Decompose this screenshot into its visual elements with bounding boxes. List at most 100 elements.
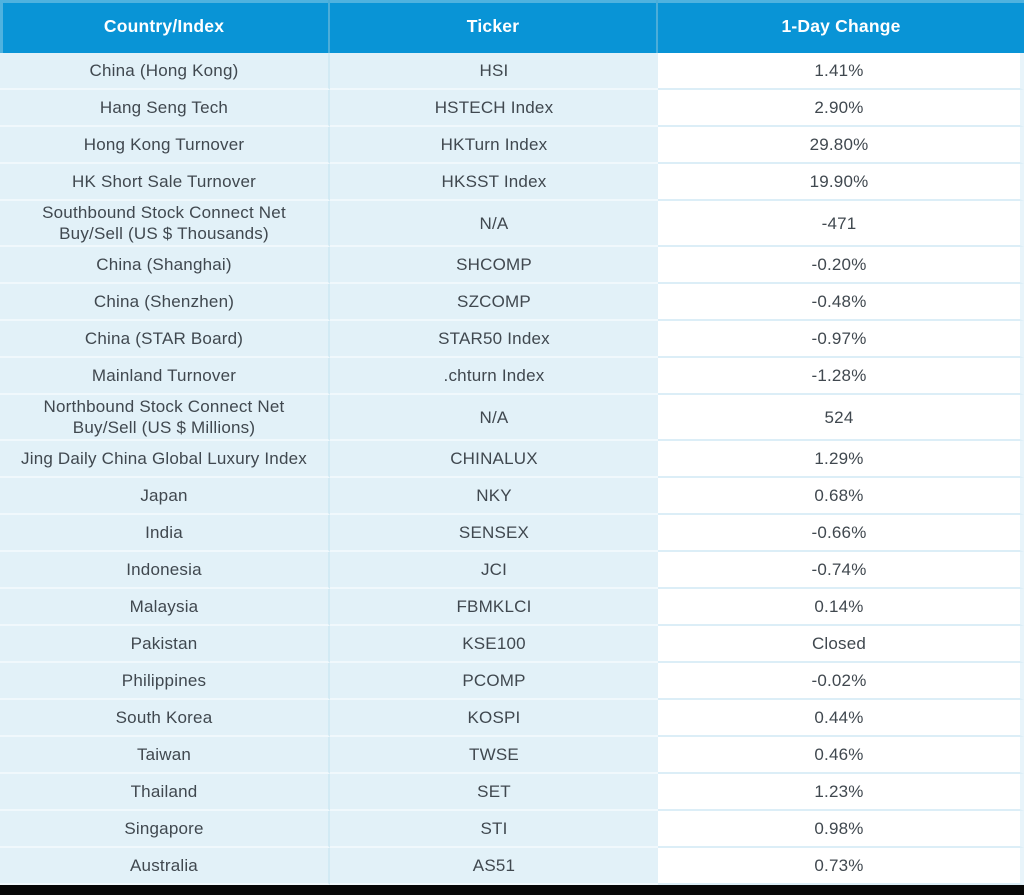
country-cell: Hong Kong Turnover bbox=[0, 127, 330, 164]
ticker-cell-text: HKTurn Index bbox=[440, 135, 548, 154]
country-cell-text: Jing Daily China Global Luxury Index bbox=[21, 449, 307, 468]
country-cell: Malaysia bbox=[0, 589, 330, 626]
country-cell-text: HK Short Sale Turnover bbox=[72, 172, 256, 191]
country-cell-text: Pakistan bbox=[130, 634, 198, 653]
table-row: China (Hong Kong) HSI 1.41% bbox=[0, 53, 1024, 90]
ticker-cell-text: PCOMP bbox=[462, 671, 526, 690]
country-cell: Thailand bbox=[0, 774, 330, 811]
ticker-cell-text: HSTECH Index bbox=[434, 98, 554, 117]
header-1-day-change: 1-Day Change bbox=[781, 16, 901, 36]
change-cell-text: 19.90% bbox=[809, 172, 869, 191]
ticker-cell-text: CHINALUX bbox=[450, 449, 538, 468]
change-cell-text: 29.80% bbox=[809, 135, 869, 154]
ticker-cell-text: SENSEX bbox=[458, 523, 530, 542]
change-cell: -0.48% bbox=[658, 284, 1024, 321]
ticker-cell-text: KSE100 bbox=[462, 634, 526, 653]
change-cell-text: 0.46% bbox=[814, 745, 864, 764]
change-cell-text: 1.41% bbox=[814, 61, 864, 80]
ticker-cell-text: SZCOMP bbox=[457, 292, 531, 311]
table-row: Thailand SET 1.23% bbox=[0, 774, 1024, 811]
change-cell: 0.68% bbox=[658, 478, 1024, 515]
table-row: India SENSEX -0.66% bbox=[0, 515, 1024, 552]
change-cell: -0.66% bbox=[658, 515, 1024, 552]
ticker-cell: HKSST Index bbox=[330, 164, 658, 201]
change-cell-text: 0.73% bbox=[814, 856, 864, 875]
country-cell-text: China (STAR Board) bbox=[84, 329, 244, 348]
ticker-cell: SHCOMP bbox=[330, 247, 658, 284]
ticker-cell: CHINALUX bbox=[330, 441, 658, 478]
ticker-cell: FBMKLCI bbox=[330, 589, 658, 626]
table-row: Jing Daily China Global Luxury Index CHIN… bbox=[0, 441, 1024, 478]
change-cell-text: -0.66% bbox=[811, 523, 867, 542]
country-cell: China (Hong Kong) bbox=[0, 53, 330, 90]
ticker-cell-text: STI bbox=[480, 819, 508, 838]
ticker-cell-text: N/A bbox=[479, 407, 509, 427]
ticker-cell: HSI bbox=[330, 53, 658, 90]
table-row: Singapore STI 0.98% bbox=[0, 811, 1024, 848]
change-cell: 0.98% bbox=[658, 811, 1024, 848]
change-cell: Closed bbox=[658, 626, 1024, 663]
change-cell: 1.29% bbox=[658, 441, 1024, 478]
change-cell-text: 0.44% bbox=[814, 708, 864, 727]
ticker-cell: STAR50 Index bbox=[330, 321, 658, 358]
change-cell-text: -0.02% bbox=[811, 671, 867, 690]
country-cell: Indonesia bbox=[0, 552, 330, 589]
country-cell: Taiwan bbox=[0, 737, 330, 774]
ticker-cell-text: TWSE bbox=[469, 745, 519, 764]
country-cell: Jing Daily China Global Luxury Index bbox=[0, 441, 330, 478]
change-cell-text: 1.29% bbox=[814, 449, 864, 468]
change-cell-text: -0.48% bbox=[811, 292, 867, 311]
country-cell: Northbound Stock Connect Net Buy/Sell (U… bbox=[0, 395, 330, 441]
change-cell-text: 524 bbox=[824, 407, 854, 427]
ticker-cell: PCOMP bbox=[330, 663, 658, 700]
country-cell: China (Shenzhen) bbox=[0, 284, 330, 321]
change-cell-text: -0.20% bbox=[811, 255, 867, 274]
ticker-cell: TWSE bbox=[330, 737, 658, 774]
ticker-cell-text: KOSPI bbox=[467, 708, 521, 727]
country-cell-text: China (Hong Kong) bbox=[89, 61, 239, 80]
country-cell: Australia bbox=[0, 848, 330, 885]
country-cell-text: Thailand bbox=[130, 782, 198, 801]
country-cell-text: Mainland Turnover bbox=[91, 366, 237, 385]
change-cell: 0.44% bbox=[658, 700, 1024, 737]
ticker-cell-text: AS51 bbox=[472, 856, 516, 875]
country-cell-text: Southbound Stock Connect Net Buy/Sell (U… bbox=[42, 203, 286, 243]
change-cell-text: 1.23% bbox=[814, 782, 864, 801]
country-cell-text: Japan bbox=[140, 486, 188, 505]
country-cell-text: Philippines bbox=[121, 671, 207, 690]
country-cell-text: Singapore bbox=[124, 819, 204, 838]
header-ticker: Ticker bbox=[330, 0, 658, 53]
country-cell-text: India bbox=[145, 523, 183, 542]
change-cell: 29.80% bbox=[658, 127, 1024, 164]
table-row: Philippines PCOMP -0.02% bbox=[0, 663, 1024, 700]
change-cell-text: Closed bbox=[811, 634, 867, 653]
country-cell: Southbound Stock Connect Net Buy/Sell (U… bbox=[0, 201, 330, 247]
country-cell-text: Indonesia bbox=[126, 560, 202, 579]
table-row: Malaysia FBMKLCI 0.14% bbox=[0, 589, 1024, 626]
country-cell-text: South Korea bbox=[115, 708, 213, 727]
ticker-cell: AS51 bbox=[330, 848, 658, 885]
country-cell-text: Northbound Stock Connect Net Buy/Sell (U… bbox=[43, 397, 285, 437]
country-cell-text: China (Shanghai) bbox=[96, 255, 232, 274]
table-header-row: Country/Index Ticker 1-Day Change bbox=[0, 0, 1024, 53]
ticker-cell: N/A bbox=[330, 395, 658, 441]
change-cell-text: -0.97% bbox=[811, 329, 867, 348]
table-row: Japan NKY 0.68% bbox=[0, 478, 1024, 515]
change-cell-text: 0.98% bbox=[814, 819, 864, 838]
change-cell: 0.14% bbox=[658, 589, 1024, 626]
change-cell: 524 bbox=[658, 395, 1024, 441]
change-cell: -1.28% bbox=[658, 358, 1024, 395]
country-cell: Mainland Turnover bbox=[0, 358, 330, 395]
table-row: China (Shenzhen) SZCOMP -0.48% bbox=[0, 284, 1024, 321]
country-cell-text: Malaysia bbox=[129, 597, 199, 616]
change-cell: 19.90% bbox=[658, 164, 1024, 201]
ticker-cell: JCI bbox=[330, 552, 658, 589]
header-country-index: Country/Index bbox=[0, 0, 330, 53]
country-cell: Pakistan bbox=[0, 626, 330, 663]
ticker-cell-text: N/A bbox=[479, 213, 509, 233]
change-cell: -0.74% bbox=[658, 552, 1024, 589]
table-row: Southbound Stock Connect Net Buy/Sell (U… bbox=[0, 201, 1024, 247]
country-cell-text: Hang Seng Tech bbox=[99, 98, 229, 117]
change-cell: 0.73% bbox=[658, 848, 1024, 885]
ticker-cell-text: SHCOMP bbox=[456, 255, 532, 274]
